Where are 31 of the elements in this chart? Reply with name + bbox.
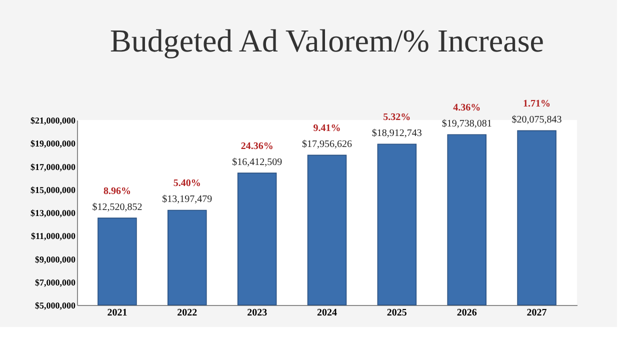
x-tick-label: 2023 — [247, 308, 268, 318]
y-tick-label: $17,000,000 — [30, 162, 76, 172]
annotation: 4.36% — [453, 102, 481, 114]
annotation: 9.41% — [313, 123, 341, 134]
x-tick-label: 2021 — [107, 308, 128, 318]
x-tick-label: 2026 — [456, 308, 477, 318]
x-tick-label: 2022 — [177, 308, 198, 318]
y-tick-label: $15,000,000 — [30, 184, 76, 195]
annotation: 8.96% — [103, 186, 131, 198]
y-tick-label: $5,000,000 — [35, 300, 76, 310]
y-tick-label: $21,000,000 — [30, 116, 76, 126]
annotation: 1.71% — [523, 98, 551, 110]
data-label: $17,956,626 — [302, 139, 352, 150]
y-tick-label: $9,000,000 — [35, 254, 76, 264]
annotation: 5.32% — [383, 112, 411, 124]
annotation: 5.40% — [173, 178, 201, 190]
x-tick-label: 2027 — [526, 308, 547, 318]
y-tick-label: $11,000,000 — [30, 231, 76, 242]
data-label: $13,197,479 — [162, 194, 212, 206]
annotation: 24.36% — [240, 141, 274, 152]
chart-title: Budgeted Ad Valorem/% Increase — [110, 22, 544, 59]
data-label: $18,912,743 — [372, 128, 422, 140]
data-label: $16,412,509 — [232, 157, 282, 168]
y-tick-label: $13,000,000 — [30, 208, 76, 218]
x-tick-label: 2025 — [386, 308, 407, 318]
y-tick-label: $19,000,000 — [30, 138, 76, 149]
data-label: $20,075,843 — [512, 114, 562, 126]
x-tick-label: 2024 — [317, 308, 337, 318]
data-label: $19,738,081 — [442, 118, 492, 130]
y-tick-label: $7,000,000 — [35, 277, 76, 288]
data-label: $12,520,852 — [92, 202, 142, 214]
